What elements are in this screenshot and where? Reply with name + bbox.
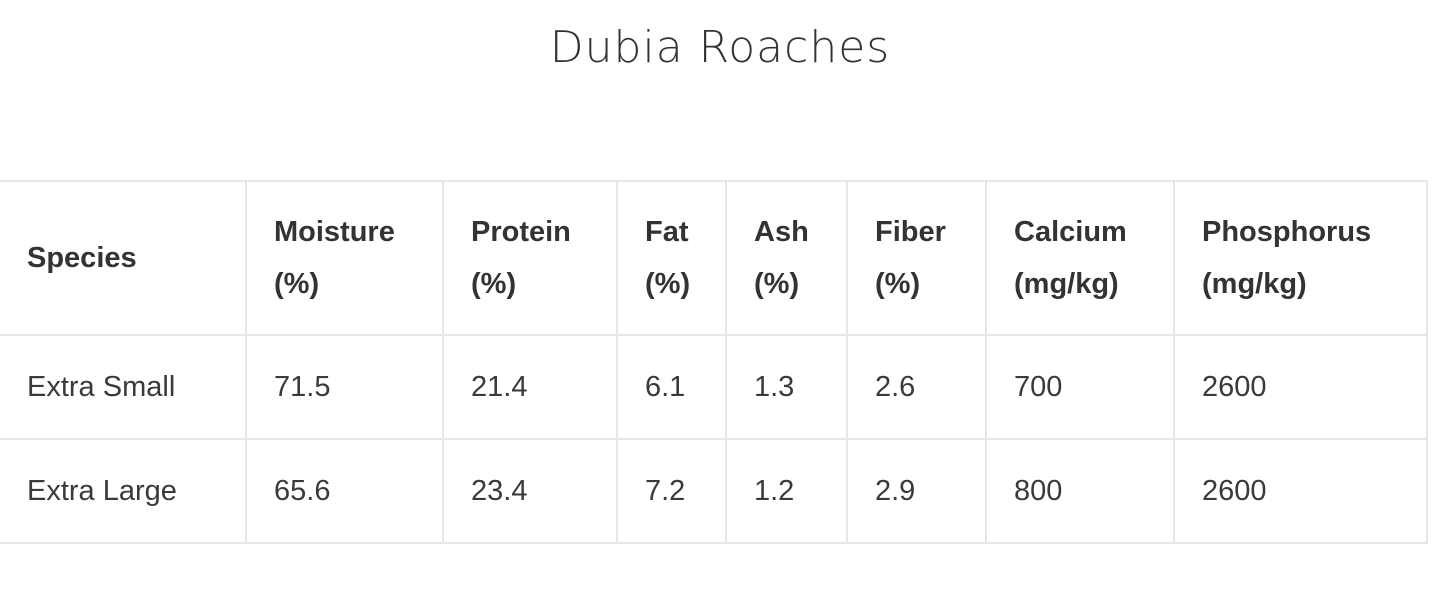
column-header: Species — [0, 180, 247, 336]
column-header: Phosphorus (mg/kg) — [1173, 180, 1428, 336]
table-cell: 7.2 — [616, 438, 727, 544]
nutrition-table: Species Moisture (%) Protein (%) Fat (%) Ash… — [0, 180, 1428, 544]
table-cell: Extra Small — [0, 334, 247, 440]
table-cell: 71.5 — [245, 334, 444, 440]
column-header: Moisture (%) — [245, 180, 444, 336]
table-cell: 2600 — [1173, 438, 1428, 544]
table-row: Extra Small 71.5 21.4 6.1 1.3 2.6 700 2600 — [0, 334, 1428, 440]
table-cell: 21.4 — [442, 334, 618, 440]
table-row: Extra Large 65.6 23.4 7.2 1.2 2.9 800 2600 — [0, 438, 1428, 544]
table-cell: 2.9 — [846, 438, 987, 544]
table-cell: 6.1 — [616, 334, 727, 440]
table-cell: 1.3 — [725, 334, 848, 440]
table-cell: 23.4 — [442, 438, 618, 544]
column-header: Fat (%) — [616, 180, 727, 336]
header-row: Species Moisture (%) Protein (%) Fat (%) Ash… — [0, 180, 1428, 336]
table-cell: 2.6 — [846, 334, 987, 440]
column-header: Fiber (%) — [846, 180, 987, 336]
column-header: Protein (%) — [442, 180, 618, 336]
column-header: Calcium (mg/kg) — [985, 180, 1175, 336]
table-cell: 1.2 — [725, 438, 848, 544]
table-cell: Extra Large — [0, 438, 247, 544]
table-cell: 700 — [985, 334, 1175, 440]
table-cell: 65.6 — [245, 438, 444, 544]
page-title: Dubia Roaches — [549, 22, 891, 73]
table-body: Extra Small 71.5 21.4 6.1 1.3 2.6 700 2600 Extra… — [0, 334, 1428, 544]
table-cell: 2600 — [1173, 334, 1428, 440]
column-header: Ash (%) — [725, 180, 848, 336]
table-cell: 800 — [985, 438, 1175, 544]
